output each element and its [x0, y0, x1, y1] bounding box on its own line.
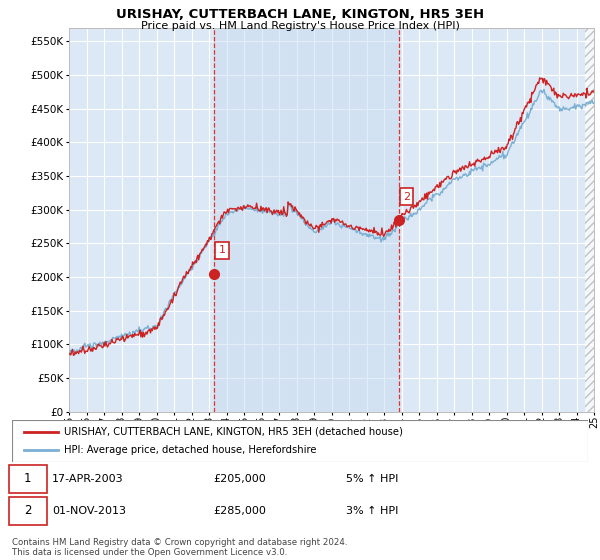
Text: URISHAY, CUTTERBACH LANE, KINGTON, HR5 3EH: URISHAY, CUTTERBACH LANE, KINGTON, HR5 3… [116, 8, 484, 21]
Text: £205,000: £205,000 [214, 474, 266, 484]
Text: 17-APR-2003: 17-APR-2003 [52, 474, 124, 484]
Bar [214, 28, 398, 412]
Text: URISHAY, CUTTERBACH LANE, KINGTON, HR5 3EH (detached house): URISHAY, CUTTERBACH LANE, KINGTON, HR5 3… [64, 427, 403, 437]
Text: 3% ↑ HPI: 3% ↑ HPI [346, 506, 398, 516]
Text: HPI: Average price, detached house, Herefordshire: HPI: Average price, detached house, Here… [64, 445, 316, 455]
Text: £285,000: £285,000 [214, 506, 266, 516]
Text: 2: 2 [403, 192, 410, 202]
Text: 5% ↑ HPI: 5% ↑ HPI [346, 474, 398, 484]
Text: 1: 1 [218, 245, 226, 255]
Text: 01-NOV-2013: 01-NOV-2013 [52, 506, 127, 516]
Text: 2: 2 [24, 504, 32, 517]
Text: 1: 1 [24, 472, 32, 486]
FancyBboxPatch shape [9, 497, 47, 525]
Text: Price paid vs. HM Land Registry's House Price Index (HPI): Price paid vs. HM Land Registry's House … [140, 21, 460, 31]
Bar [585, 28, 594, 412]
FancyBboxPatch shape [9, 465, 47, 493]
Text: Contains HM Land Registry data © Crown copyright and database right 2024.
This d: Contains HM Land Registry data © Crown c… [12, 538, 347, 557]
